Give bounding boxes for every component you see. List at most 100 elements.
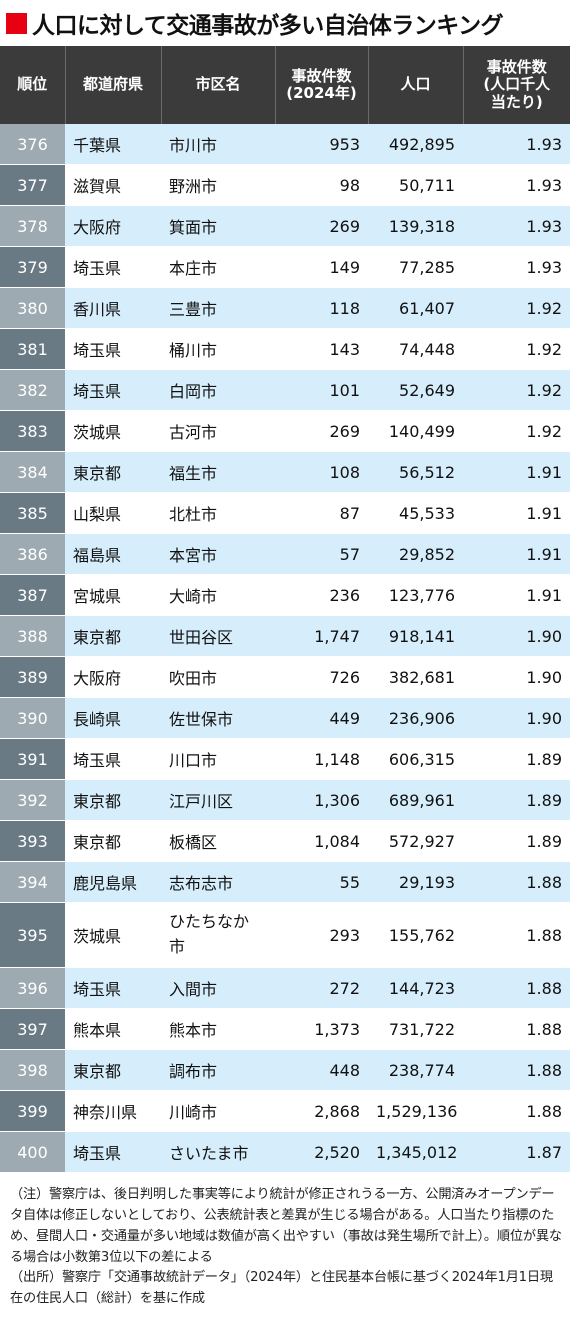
row-rank: 384 [0,451,65,493]
row-per-thousand: 1.88 [463,902,570,968]
row-rank: 398 [0,1049,65,1091]
row-city: 三豊市 [161,287,275,329]
row-city: 佐世保市 [161,697,275,739]
row-per-thousand: 1.91 [463,574,570,616]
row-rank: 395 [0,902,65,968]
row-accidents: 236 [275,574,368,616]
row-per-thousand: 1.92 [463,369,570,411]
row-rank: 391 [0,738,65,780]
row-city: 熊本市 [161,1008,275,1050]
row-population: 140,499 [368,410,463,452]
row-population: 236,906 [368,697,463,739]
table-row: 395 茨城県 ひたちなか市 293 155,762 1.88 [0,902,570,968]
table-row: 399 神奈川県 川崎市 2,868 1,529,136 1.88 [0,1090,570,1132]
row-prefecture: 大阪府 [65,656,161,698]
table-row: 393 東京都 板橋区 1,084 572,927 1.89 [0,820,570,862]
row-accidents: 118 [275,287,368,329]
row-prefecture: 茨城県 [65,410,161,452]
row-city: 川崎市 [161,1090,275,1132]
table-row: 378 大阪府 箕面市 269 139,318 1.93 [0,205,570,247]
row-prefecture: 東京都 [65,1049,161,1091]
table-row: 376 千葉県 市川市 953 492,895 1.93 [0,124,570,165]
row-prefecture: 東京都 [65,779,161,821]
row-city: 野洲市 [161,164,275,206]
row-city: さいたま市 [161,1131,275,1173]
row-accidents: 108 [275,451,368,493]
row-prefecture: 香川県 [65,287,161,329]
row-per-thousand: 1.91 [463,533,570,575]
row-prefecture: 滋賀県 [65,164,161,206]
row-rank: 399 [0,1090,65,1132]
footnotes: （注）警察庁は、後日判明した事実等により統計が修正されうる一方、公開済みオープン… [0,1173,570,1310]
row-city: 桶川市 [161,328,275,370]
red-square-icon [6,12,27,34]
row-rank: 381 [0,328,65,370]
table-row: 394 鹿児島県 志布志市 55 29,193 1.88 [0,861,570,903]
row-population: 689,961 [368,779,463,821]
row-prefecture: 長崎県 [65,697,161,739]
table-row: 385 山梨県 北杜市 87 45,533 1.91 [0,492,570,534]
row-per-thousand: 1.92 [463,410,570,452]
row-accidents: 1,148 [275,738,368,780]
row-prefecture: 埼玉県 [65,967,161,1009]
row-per-thousand: 1.92 [463,328,570,370]
row-population: 52,649 [368,369,463,411]
row-accidents: 293 [275,902,368,968]
row-city: 福生市 [161,451,275,493]
row-population: 144,723 [368,967,463,1009]
row-per-thousand: 1.89 [463,779,570,821]
row-rank: 382 [0,369,65,411]
row-accidents: 101 [275,369,368,411]
table-row: 383 茨城県 古河市 269 140,499 1.92 [0,410,570,452]
row-rank: 392 [0,779,65,821]
table-row: 389 大阪府 吹田市 726 382,681 1.90 [0,656,570,698]
row-prefecture: 宮城県 [65,574,161,616]
row-accidents: 2,520 [275,1131,368,1173]
row-population: 155,762 [368,902,463,968]
row-rank: 388 [0,615,65,657]
row-per-thousand: 1.93 [463,124,570,165]
row-rank: 380 [0,287,65,329]
row-population: 1,529,136 [368,1090,463,1132]
row-prefecture: 鹿児島県 [65,861,161,903]
row-accidents: 1,373 [275,1008,368,1050]
table-row: 400 埼玉県 さいたま市 2,520 1,345,012 1.87 [0,1131,570,1173]
row-prefecture: 山梨県 [65,492,161,534]
ranking-table: 順位 都道府県 市区名 事故件数 (2024年) 人口 事故件数 (人口千人 当たり)… [0,46,570,1173]
row-population: 77,285 [368,246,463,288]
row-accidents: 1,084 [275,820,368,862]
row-prefecture: 大阪府 [65,205,161,247]
row-rank: 396 [0,967,65,1009]
table-row: 392 東京都 江戸川区 1,306 689,961 1.89 [0,779,570,821]
row-accidents: 449 [275,697,368,739]
row-rank: 394 [0,861,65,903]
row-rank: 390 [0,697,65,739]
row-per-thousand: 1.90 [463,697,570,739]
row-population: 29,852 [368,533,463,575]
row-city: 川口市 [161,738,275,780]
row-rank: 387 [0,574,65,616]
row-prefecture: 埼玉県 [65,738,161,780]
row-city: 白岡市 [161,369,275,411]
row-prefecture: 東京都 [65,820,161,862]
title-bar: 人口に対して交通事故が多い自治体ランキング [0,0,570,46]
row-rank: 386 [0,533,65,575]
table-row: 390 長崎県 佐世保市 449 236,906 1.90 [0,697,570,739]
row-prefecture: 千葉県 [65,124,161,165]
row-city: 箕面市 [161,205,275,247]
row-accidents: 1,306 [275,779,368,821]
row-rank: 379 [0,246,65,288]
row-prefecture: 福島県 [65,533,161,575]
row-accidents: 98 [275,164,368,206]
table-row: 398 東京都 調布市 448 238,774 1.88 [0,1049,570,1091]
row-per-thousand: 1.88 [463,1008,570,1050]
row-prefecture: 埼玉県 [65,246,161,288]
row-per-thousand: 1.88 [463,861,570,903]
row-prefecture: 埼玉県 [65,1131,161,1173]
header-rank: 順位 [0,46,66,124]
row-city: 古河市 [161,410,275,452]
row-population: 918,141 [368,615,463,657]
row-accidents: 269 [275,410,368,452]
row-population: 382,681 [368,656,463,698]
row-accidents: 2,868 [275,1090,368,1132]
